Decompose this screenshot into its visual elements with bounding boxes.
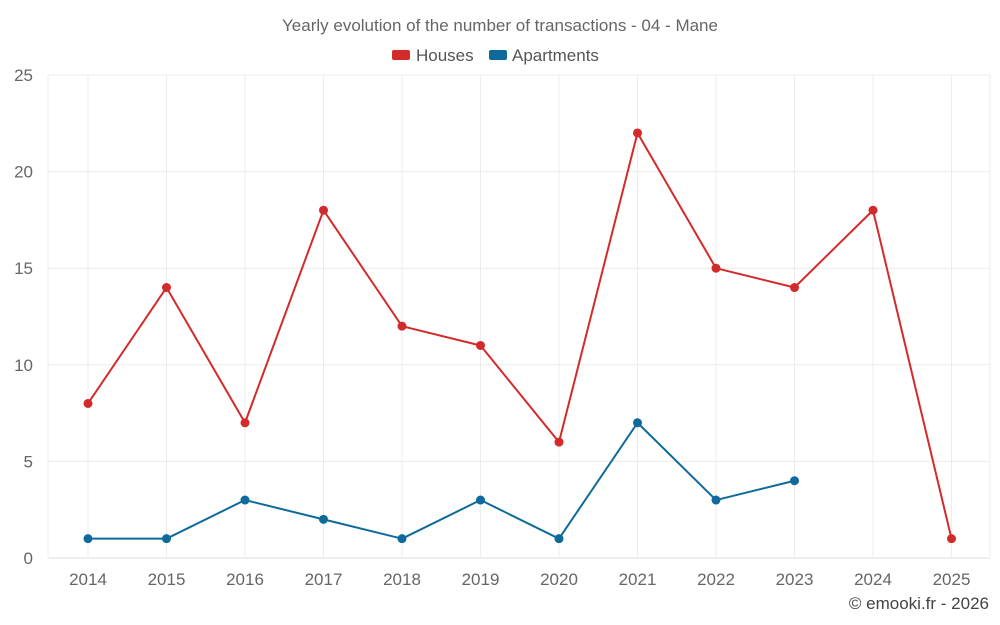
- series-line-apartments: [88, 421, 795, 540]
- data-point-houses[interactable]: [868, 205, 878, 215]
- legend-item-apartments[interactable]: Apartments: [489, 46, 599, 65]
- x-tick-label: 2018: [383, 570, 421, 589]
- y-tick-label: 10: [14, 356, 33, 375]
- x-tick-label: 2015: [148, 570, 186, 589]
- x-tick-label: 2020: [540, 570, 578, 589]
- x-tick-label: 2019: [462, 570, 500, 589]
- legend-label-houses: Houses: [416, 46, 474, 65]
- data-point-houses[interactable]: [711, 263, 721, 273]
- legend: Houses Apartments: [392, 46, 599, 65]
- data-point-apartments[interactable]: [790, 476, 799, 486]
- legend-swatch-houses: [392, 50, 410, 60]
- series-line-houses: [87, 131, 953, 539]
- data-point-houses[interactable]: [162, 283, 171, 293]
- data-point-houses[interactable]: [319, 205, 328, 215]
- y-tick-label: 15: [14, 259, 33, 278]
- data-point-houses[interactable]: [83, 398, 93, 408]
- y-tick-label: 0: [24, 549, 33, 568]
- data-point-apartments[interactable]: [633, 418, 642, 428]
- x-tick-label: 2024: [854, 570, 892, 589]
- legend-swatch-apartments: [489, 50, 507, 60]
- x-tick-label: 2022: [697, 570, 735, 589]
- data-point-apartments[interactable]: [711, 495, 721, 505]
- data-point-houses[interactable]: [790, 283, 799, 293]
- legend-label-apartments: Apartments: [512, 46, 599, 65]
- x-axis: 2014 2015 2016 2017 2018 2019 2020 2021 2022 2023…: [69, 570, 970, 589]
- data-point-apartments[interactable]: [476, 495, 485, 505]
- data-point-houses[interactable]: [240, 418, 250, 428]
- data-point-apartments[interactable]: [319, 514, 328, 524]
- data-point-apartments[interactable]: [240, 495, 250, 505]
- series: [83, 128, 956, 544]
- y-tick-label: 25: [14, 66, 33, 85]
- y-tick-label: 5: [24, 452, 33, 471]
- data-point-houses[interactable]: [476, 340, 485, 350]
- data-point-houses[interactable]: [554, 437, 564, 447]
- legend-item-houses[interactable]: Houses: [392, 46, 474, 65]
- data-point-apartments[interactable]: [554, 534, 564, 544]
- y-tick-label: 20: [14, 163, 33, 182]
- x-tick-label: 2016: [226, 570, 264, 589]
- x-tick-label: 2017: [305, 570, 343, 589]
- series-apartments: [83, 418, 799, 544]
- credit-text: © emooki.fr - 2026: [849, 594, 989, 613]
- data-point-houses[interactable]: [947, 534, 956, 544]
- data-point-apartments[interactable]: [162, 534, 171, 544]
- x-tick-label: 2023: [776, 570, 814, 589]
- series-houses: [83, 128, 956, 544]
- x-tick-label: 2014: [69, 570, 107, 589]
- x-tick-label: 2021: [619, 570, 657, 589]
- data-point-apartments[interactable]: [83, 534, 93, 544]
- chart-title: Yearly evolution of the number of transa…: [282, 16, 718, 35]
- data-point-houses[interactable]: [633, 128, 642, 138]
- data-point-apartments[interactable]: [397, 534, 407, 544]
- data-point-houses[interactable]: [397, 321, 407, 331]
- gridlines: [47, 74, 991, 559]
- y-axis: 0 5 10 15 20 25: [14, 66, 33, 568]
- x-tick-label: 2025: [933, 570, 971, 589]
